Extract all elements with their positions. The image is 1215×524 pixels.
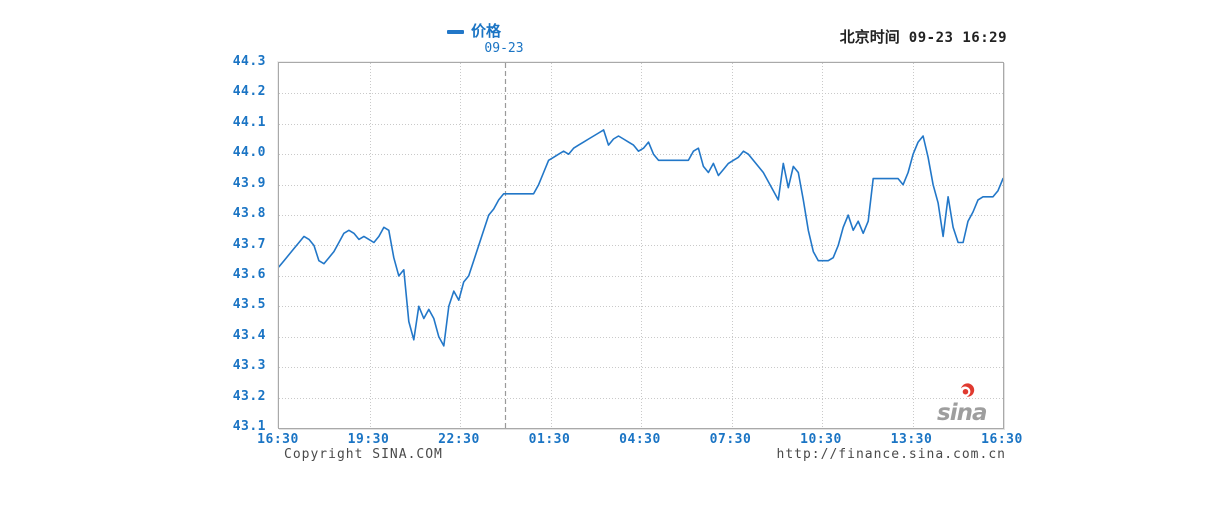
y-tick-label: 44.3	[232, 54, 266, 69]
series-color-swatch	[447, 29, 464, 34]
x-tick-label: 10:30	[800, 432, 842, 447]
y-tick-label: 43.2	[232, 388, 266, 404]
price-line-chart	[279, 63, 1003, 428]
x-tick-label: 04:30	[619, 432, 661, 447]
x-tick-label: 16:30	[257, 432, 299, 447]
y-tick-label: 43.4	[232, 327, 266, 343]
beijing-time-label: 北京时间 09-23 16:29	[840, 26, 1007, 47]
y-axis: 44.3 44.2 44.1 44.0 43.9 43.8 43.7 43.6 43.5 43.4…	[226, 55, 272, 434]
x-tick-label: 07:30	[709, 432, 752, 447]
y-tick-label: 44.0	[232, 145, 266, 161]
x-axis: 16:30 19:30 22:30 01:30 04:30 07:30 10:30 13:30…	[257, 432, 1022, 448]
copyright-text: Copyright SINA.COM	[284, 447, 443, 462]
source-url: http://finance.sina.com.cn	[776, 447, 1006, 462]
y-tick-label: 43.9	[232, 175, 266, 191]
y-tick-label: 43.7	[232, 236, 266, 252]
sina-flame-icon	[960, 383, 975, 397]
plot-area: sina	[278, 62, 1004, 429]
x-tick-label: 01:30	[528, 432, 571, 447]
x-tick-label: 19:30	[347, 432, 390, 447]
y-tick-label: 43.8	[232, 206, 266, 222]
sina-watermark-text: sina	[937, 400, 987, 426]
y-tick-label: 43.5	[232, 297, 266, 313]
y-tick-label: 44.1	[232, 114, 266, 130]
y-tick-label: 43.3	[232, 358, 266, 374]
y-tick-label: 43.6	[232, 266, 266, 282]
price-line	[279, 129, 1003, 347]
chart-legend: 价格	[447, 24, 501, 39]
day-divider-date-label: 09-23	[484, 41, 524, 56]
y-tick-label: 43.1	[232, 419, 266, 434]
sina-watermark: sina	[937, 383, 995, 426]
x-tick-label: 13:30	[890, 432, 933, 447]
timezone-label: 北京时间	[839, 28, 900, 46]
y-tick-label: 44.2	[232, 84, 266, 100]
series-label: 价格	[471, 22, 502, 40]
x-tick-label: 22:30	[438, 432, 480, 447]
x-tick-label: 16:30	[981, 432, 1023, 447]
current-datetime: 09-23 16:29	[908, 30, 1007, 46]
